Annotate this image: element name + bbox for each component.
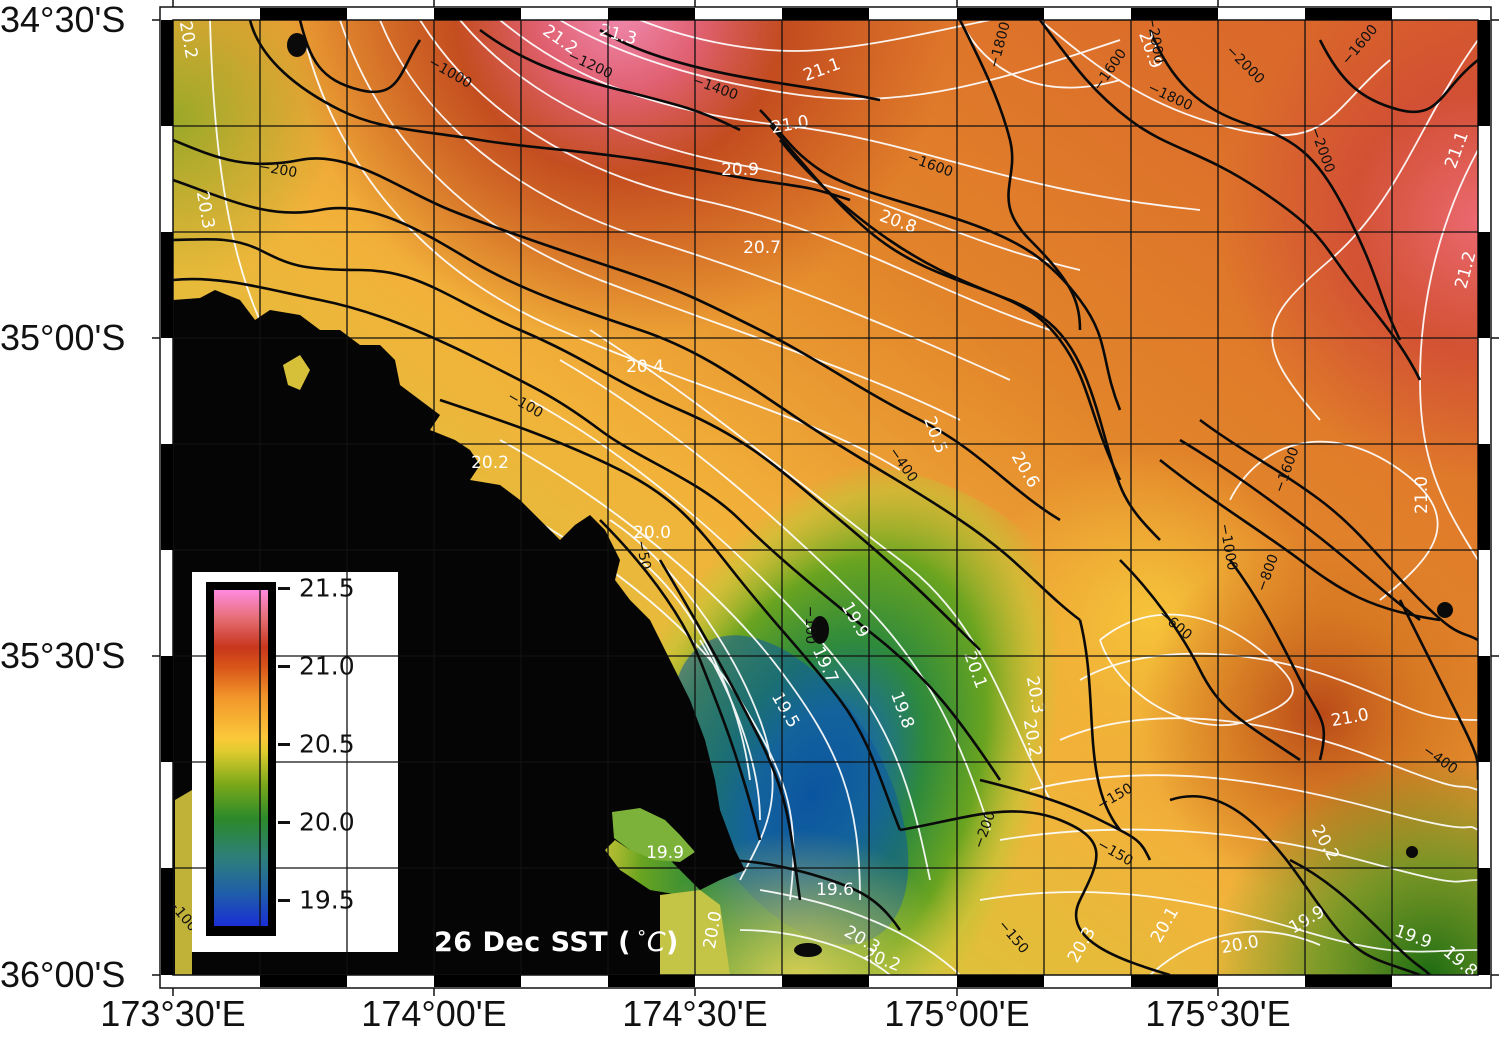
colorbar-tick-label: 19.5 (299, 885, 355, 915)
depth-contour-label: −200 (258, 159, 299, 181)
sst-contour-label: 19.6 (816, 880, 854, 900)
lon-label: 175°30'E (1145, 993, 1291, 1034)
colorbar-tick-label: 20.5 (299, 729, 355, 759)
lon-label: 174°00'E (361, 993, 507, 1034)
colorbar-tick-mark (278, 665, 290, 668)
sst-contour-label: 20.4 (626, 357, 664, 377)
islands (287, 33, 1453, 957)
lon-label: 175°00'E (884, 993, 1030, 1034)
sst-field: 20.2 21.321.221.121.020.920.820.720.921.1… (173, 20, 1478, 975)
lat-label: 35°00'S (0, 317, 126, 358)
depth-contour-label: −50 (633, 539, 654, 571)
lat-label: 35°30'S (0, 635, 126, 676)
colorbar-tick-label: 21.0 (299, 651, 355, 681)
colorbar-tick-label: 20.0 (299, 807, 355, 837)
colorbar (214, 590, 268, 926)
map-title: 26 Dec SST ( °C) (434, 927, 679, 958)
colorbar-tick-mark (278, 899, 290, 902)
lon-label: 174°30'E (622, 993, 768, 1034)
colorbar-tick-mark (278, 821, 290, 824)
sst-contour-label: 19.9 (646, 843, 684, 863)
colorbar-tick-label: 21.5 (299, 573, 355, 603)
sst-contour-label: 20.7 (743, 238, 781, 258)
graticule (173, 20, 1478, 975)
colorbar-tick-mark (278, 743, 290, 746)
sst-contour-label: 20.0 (633, 523, 671, 543)
sst-contour-label: 20.9 (721, 160, 759, 180)
depth-contour-label: −100 (802, 606, 818, 644)
bathymetry-contours (173, 20, 1478, 975)
lat-label: 36°00'S (0, 954, 126, 995)
sst-contour-label: 20.2 (471, 453, 509, 473)
lon-label: 173°30'E (100, 993, 246, 1034)
sst-contour-label: 21.0 (1412, 476, 1432, 514)
map-frame (152, 0, 1499, 996)
lat-label: 34°30'S (0, 0, 126, 40)
colorbar-tick-mark (278, 587, 290, 590)
